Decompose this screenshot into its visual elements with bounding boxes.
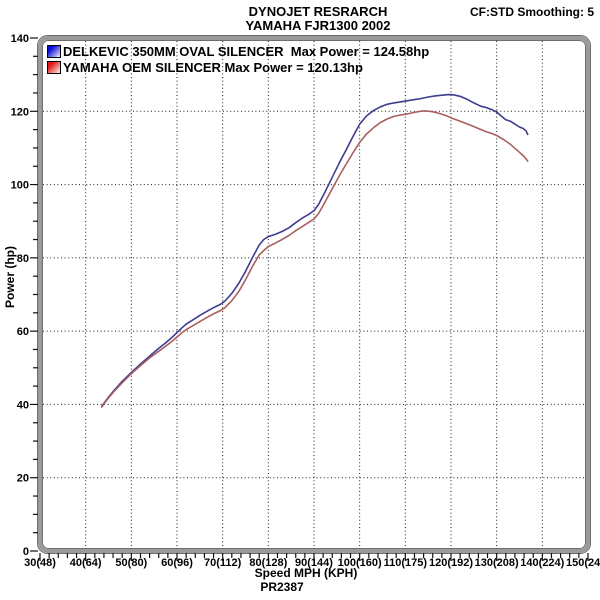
y-tick-label-140: 140 (11, 33, 29, 45)
tick-labels: 30(48) 40(64) 50(80) 60(96) 70(112) 80(128) 90… (11, 33, 600, 569)
gridlines (43, 41, 585, 548)
delkevic-350mm-oval-silencer-curve (100, 93, 529, 408)
run-id: PR2387 (260, 580, 304, 594)
x-tick-label-100: 100(160) (338, 557, 382, 569)
legend-label-yamaha-oem: YAMAHA OEM SILENCER Max Power = 120.13hp (63, 60, 363, 75)
y-tick-label-40: 40 (17, 399, 29, 411)
y-tick-label-20: 20 (17, 473, 29, 485)
x-tick-label-130: 130(208) (475, 557, 519, 569)
legend-item-yamaha-oem: YAMAHA OEM SILENCER Max Power = 120.13hp (47, 60, 429, 75)
x-tick-label-60: 60(96) (161, 557, 193, 569)
yamaha-oem-series-swatch-icon (47, 61, 61, 74)
x-tick-label-150: 150(240) (566, 557, 600, 569)
x-tick-label-140: 140(224) (520, 557, 564, 569)
delkevic-series-swatch-icon (47, 45, 61, 58)
plot-frame-inner-edge (42, 40, 586, 549)
x-tick-label-120: 120(192) (429, 557, 473, 569)
x-tick-label-90: 90(144) (295, 557, 333, 569)
y-tick-label-60: 60 (17, 326, 29, 338)
y-tick-label-0: 0 (23, 546, 29, 558)
x-tick-label-70: 70(112) (204, 557, 242, 569)
title-line-2: YAMAHA FJR1300 2002 (245, 18, 391, 33)
x-tick-label-30: 30(48) (24, 557, 56, 569)
y-tick-label-120: 120 (11, 106, 29, 118)
yamaha-oem-silencer-curve (100, 110, 529, 408)
smoothing-setting: CF:STD Smoothing: 5 (470, 5, 594, 19)
plot-frame-border (38, 36, 590, 553)
legend-item-delkevic: DELKEVIC 350MM OVAL SILENCER Max Power =… (47, 44, 429, 59)
legend-label-delkevic: DELKEVIC 350MM OVAL SILENCER Max Power =… (63, 44, 430, 59)
x-tick-label-110: 110(175) (384, 557, 428, 569)
chart-legend: DELKEVIC 350MM OVAL SILENCER Max Power =… (47, 44, 429, 76)
chart-header: DYNOJET RESRARCH YAMAHA FJR1300 2002 (36, 5, 600, 33)
axis-ticks (30, 37, 589, 561)
y-tick-label-80: 80 (17, 253, 29, 265)
title-line-1: DYNOJET RESRARCH (248, 4, 388, 19)
x-tick-label-50: 50(80) (115, 557, 147, 569)
x-axis-title: Speed MPH (KPH) (254, 566, 358, 580)
x-tick-label-40: 40(64) (70, 557, 102, 569)
x-tick-label-80: 80(128) (249, 557, 287, 569)
y-axis-title: Power (hp) (3, 246, 17, 308)
power-curves (100, 93, 529, 408)
y-tick-label-100: 100 (11, 180, 29, 192)
